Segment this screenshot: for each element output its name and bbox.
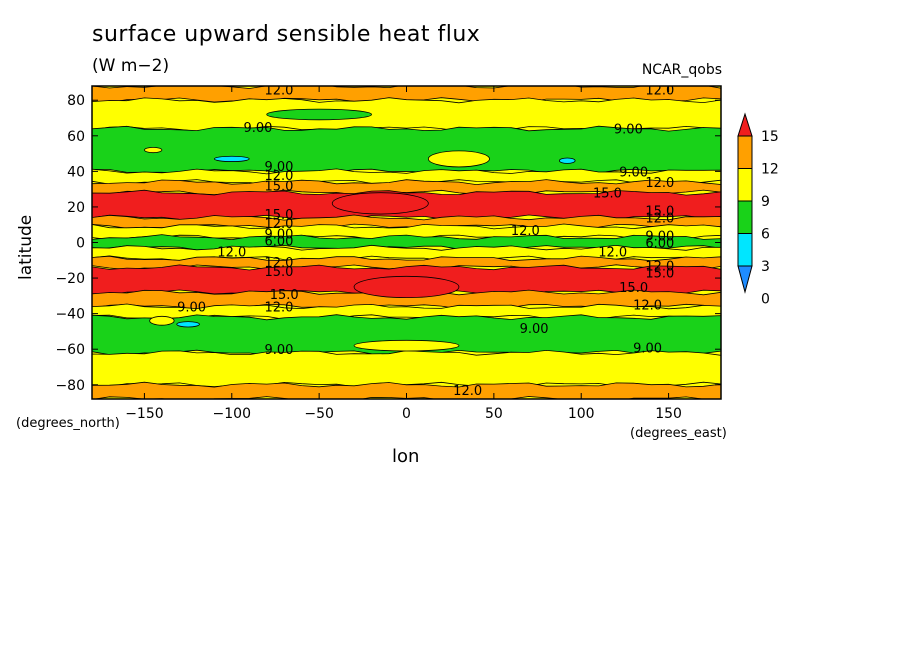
contour-patch [176,321,200,328]
y-tick-label: −80 [55,378,85,394]
contour-label: 6.00 [645,237,674,252]
source-label: NCAR_qobs [641,62,722,78]
contour-label: 12.0 [264,301,293,316]
y-tick-label: 40 [67,164,85,180]
contour-label: 9.00 [264,343,293,358]
contour-label: 12.0 [511,224,540,239]
x-axis-unit: (degrees_east) [630,426,727,441]
contour-label: 9.00 [244,121,273,136]
contour-label: 15.0 [645,204,674,219]
y-axis-unit: (degrees_north) [16,416,120,431]
contour-patch [266,108,372,121]
x-tick-label: 100 [568,406,595,422]
contour-band [92,234,721,251]
contour-label: 15.0 [264,180,293,195]
contour-label: 12.0 [645,84,674,99]
contour-patch [149,315,175,326]
contour-label: 12.0 [633,299,662,314]
contour-label: 15.0 [593,187,622,202]
x-axis-label: lon [392,446,420,467]
y-tick-label: 80 [67,93,85,109]
contour-patch [353,275,460,299]
y-tick-label: −60 [55,342,85,358]
contour-patch [353,339,460,352]
y-tick-label: 60 [67,129,85,145]
colorbar-swatch [737,233,753,267]
colorbar-label: 9 [761,194,770,210]
y-tick-label: 0 [76,236,85,252]
colorbar-label: 3 [761,259,770,275]
contour-label: 12.0 [598,245,627,260]
contour-band [92,381,721,399]
contour-label: 12.0 [645,176,674,191]
contour-label: 9.00 [614,123,643,138]
y-tick-label: −20 [55,271,85,287]
contour-label: 9.00 [520,322,549,337]
contour-band [92,97,721,132]
contour-label: 9.00 [619,165,648,180]
x-tick-label: −100 [213,406,251,422]
colorbar-label: 0 [761,292,770,308]
contour-label: 9.00 [264,228,293,243]
contour-label: 9.00 [264,160,293,175]
contour-patch [331,192,429,215]
contour-label: 15.0 [270,288,299,303]
contour-label: 12.0 [645,260,674,275]
plot-area: 12.0 12.09.00 9.009.0012.015.09.0012.015.0… [92,84,721,399]
contour-label: 12.0 [264,217,293,232]
contour-label: 6.00 [264,235,293,250]
colorbar-swatch [737,200,753,234]
contour-label: 12.0 [264,84,293,99]
contour-patch [558,157,576,164]
y-tick-label: 20 [67,200,85,216]
colorbar-top-arrow [737,112,753,137]
contour-label: 15.0 [645,267,674,282]
contour-label: 12.0 [264,169,293,184]
contour-label: 9.00 [633,341,662,356]
units-label: (W m−2) [92,56,170,76]
contour-label: 15.0 [619,281,648,296]
contour-label: 15.0 [264,265,293,280]
contour-band [92,289,721,310]
colorbar-bottom-arrow [737,265,753,294]
contour-patch [213,155,250,162]
x-tick-label: −150 [125,406,163,422]
contour-label: 12.0 [264,256,293,271]
y-tick-label: −40 [55,307,85,323]
colorbar-label: 15 [761,129,779,145]
contour-patch [427,150,490,168]
x-tick-label: 0 [402,406,411,422]
contour-band [92,349,721,388]
chart-title: surface upward sensible heat flux [92,22,481,47]
contour-label: 12.0 [645,212,674,227]
x-tick-label: −50 [304,406,334,422]
colorbar-swatch [737,168,753,202]
x-tick-label: 150 [655,406,682,422]
contour-patch [144,146,163,154]
contour-label: 12.0 [217,245,246,260]
colorbar-swatch [737,135,753,169]
contour-label: 9.00 [645,229,674,244]
x-tick-label: 50 [485,406,503,422]
contour-label: 12.0 [453,384,482,399]
contour-band [92,179,721,196]
contour-label: 9.00 [177,301,206,316]
colorbar-label: 12 [761,162,779,178]
contour-label: 15.0 [264,208,293,223]
colorbar-label: 6 [761,227,770,243]
